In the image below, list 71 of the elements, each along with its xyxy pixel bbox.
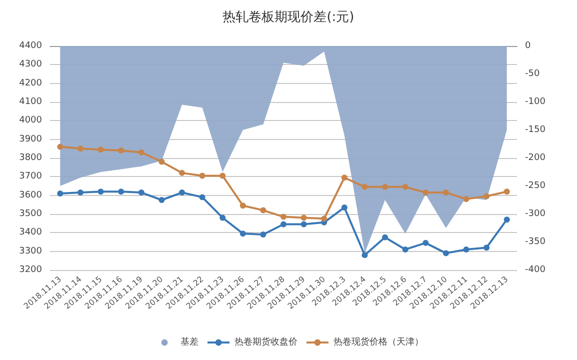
y-tick-label: 3400 xyxy=(19,228,42,238)
point xyxy=(442,250,449,256)
point xyxy=(57,190,64,196)
y-tick-label: 3800 xyxy=(19,153,42,163)
y-tick-label: 4000 xyxy=(19,116,42,126)
point xyxy=(341,174,348,181)
point xyxy=(463,246,470,252)
point xyxy=(118,148,124,154)
point xyxy=(422,240,429,246)
point xyxy=(57,144,64,150)
chart-title: 热轧卷板期现价差(:元) xyxy=(222,10,354,25)
point xyxy=(504,216,510,223)
y-tick-label: 3600 xyxy=(19,190,42,200)
point xyxy=(484,193,490,200)
point xyxy=(240,230,246,237)
point xyxy=(98,146,104,153)
y-tick-label: 3900 xyxy=(19,134,42,144)
point xyxy=(300,221,307,228)
point xyxy=(220,172,226,179)
point xyxy=(199,172,206,179)
point xyxy=(260,207,266,214)
point xyxy=(362,184,368,190)
legend-label: 热卷期货收盘价 xyxy=(234,336,298,348)
point xyxy=(280,221,286,228)
y2-tick-label: -300 xyxy=(525,209,546,219)
y2-tick-label: -150 xyxy=(525,125,546,135)
point xyxy=(442,190,449,196)
y2-tick-label: -50 xyxy=(525,69,540,79)
y-tick-label: 4400 xyxy=(19,41,42,51)
point xyxy=(280,214,286,220)
y-tick-label: 4200 xyxy=(19,78,42,88)
point xyxy=(138,190,144,196)
point xyxy=(98,188,104,195)
point xyxy=(402,246,408,252)
y-tick-label: 4300 xyxy=(19,60,42,70)
point xyxy=(300,214,307,221)
point xyxy=(158,158,165,165)
point xyxy=(422,190,429,196)
point xyxy=(220,214,226,221)
point xyxy=(321,216,328,222)
y-tick-label: 3300 xyxy=(19,246,42,256)
point xyxy=(504,188,510,195)
y2-tick-label: -100 xyxy=(525,97,546,107)
point xyxy=(341,204,348,210)
point xyxy=(402,184,408,190)
point xyxy=(118,188,124,195)
point xyxy=(484,244,490,251)
point xyxy=(138,149,144,156)
legend-label: 基差 xyxy=(180,336,198,348)
y-tick-label: 3200 xyxy=(19,265,42,275)
point xyxy=(260,232,266,238)
y-tick-label: 3700 xyxy=(19,172,42,182)
y2-tick-label: -250 xyxy=(525,181,546,191)
point xyxy=(240,202,246,209)
point xyxy=(199,194,206,200)
y-tick-label: 4100 xyxy=(19,97,42,107)
legend-label: 热卷现货价格（天津） xyxy=(334,336,424,348)
point xyxy=(382,234,388,240)
point xyxy=(158,197,165,203)
y2-tick-label: 0 xyxy=(525,41,531,51)
point xyxy=(463,196,470,202)
point xyxy=(178,190,185,196)
y-tick-label: 3500 xyxy=(19,209,42,219)
point xyxy=(382,184,388,190)
point xyxy=(77,146,84,152)
point xyxy=(362,252,368,258)
y2-tick-label: -200 xyxy=(525,153,546,163)
y2-tick-label: -350 xyxy=(525,237,546,247)
point xyxy=(77,190,84,196)
y2-tick-label: -400 xyxy=(525,265,546,275)
point xyxy=(178,170,185,176)
